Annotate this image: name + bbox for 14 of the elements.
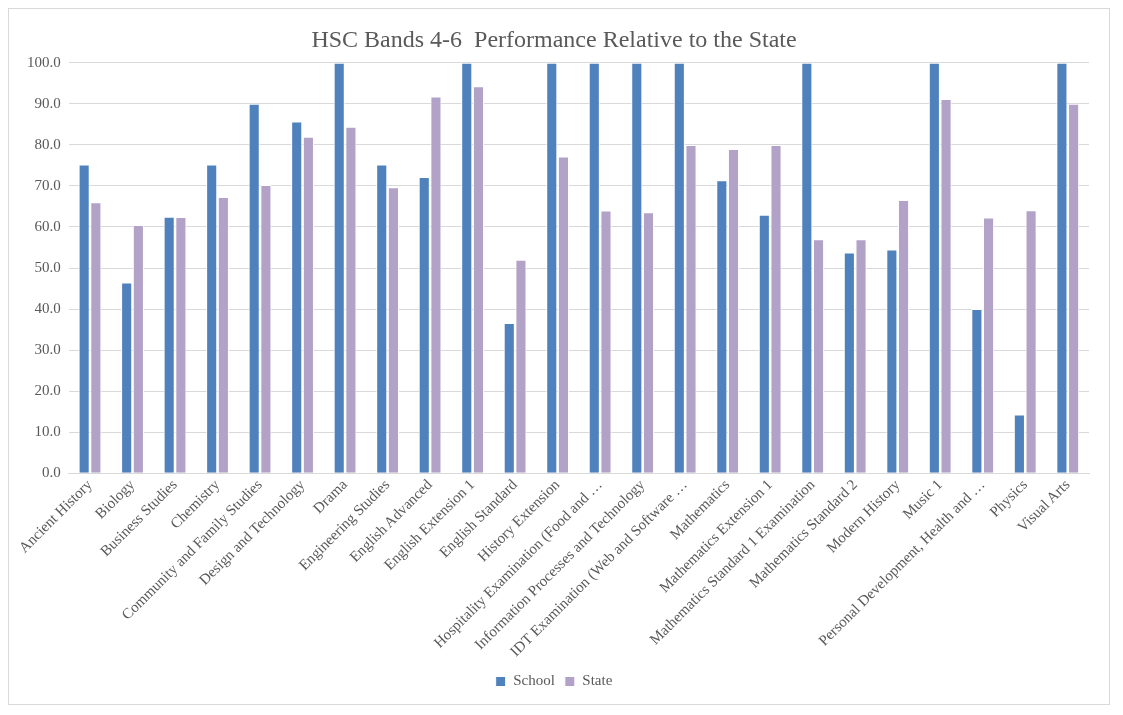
y-tick-label: 70.0 bbox=[34, 176, 61, 193]
y-tick-label: 40.0 bbox=[34, 300, 61, 316]
y-tick-label: 30.0 bbox=[34, 341, 61, 358]
y-tick-label: 50.0 bbox=[34, 258, 61, 275]
y-tick-label: 0.0 bbox=[42, 464, 61, 481]
y-tick-label: 80.0 bbox=[34, 135, 61, 152]
legend-label: State bbox=[582, 672, 613, 689]
y-tick-label: 10.0 bbox=[34, 423, 61, 440]
y-tick-label: 60.0 bbox=[34, 217, 61, 234]
y-tick-label: 100.0 bbox=[27, 53, 61, 70]
y-tick-label: 90.0 bbox=[34, 94, 61, 111]
legend-label: School bbox=[513, 672, 555, 689]
chart-title: HSC Bands 4-6 Performance Relative to the State bbox=[311, 25, 797, 52]
y-tick-label: 20.0 bbox=[34, 382, 61, 399]
